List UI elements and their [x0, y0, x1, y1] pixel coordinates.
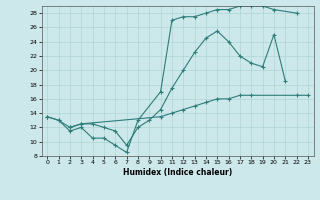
- X-axis label: Humidex (Indice chaleur): Humidex (Indice chaleur): [123, 168, 232, 177]
